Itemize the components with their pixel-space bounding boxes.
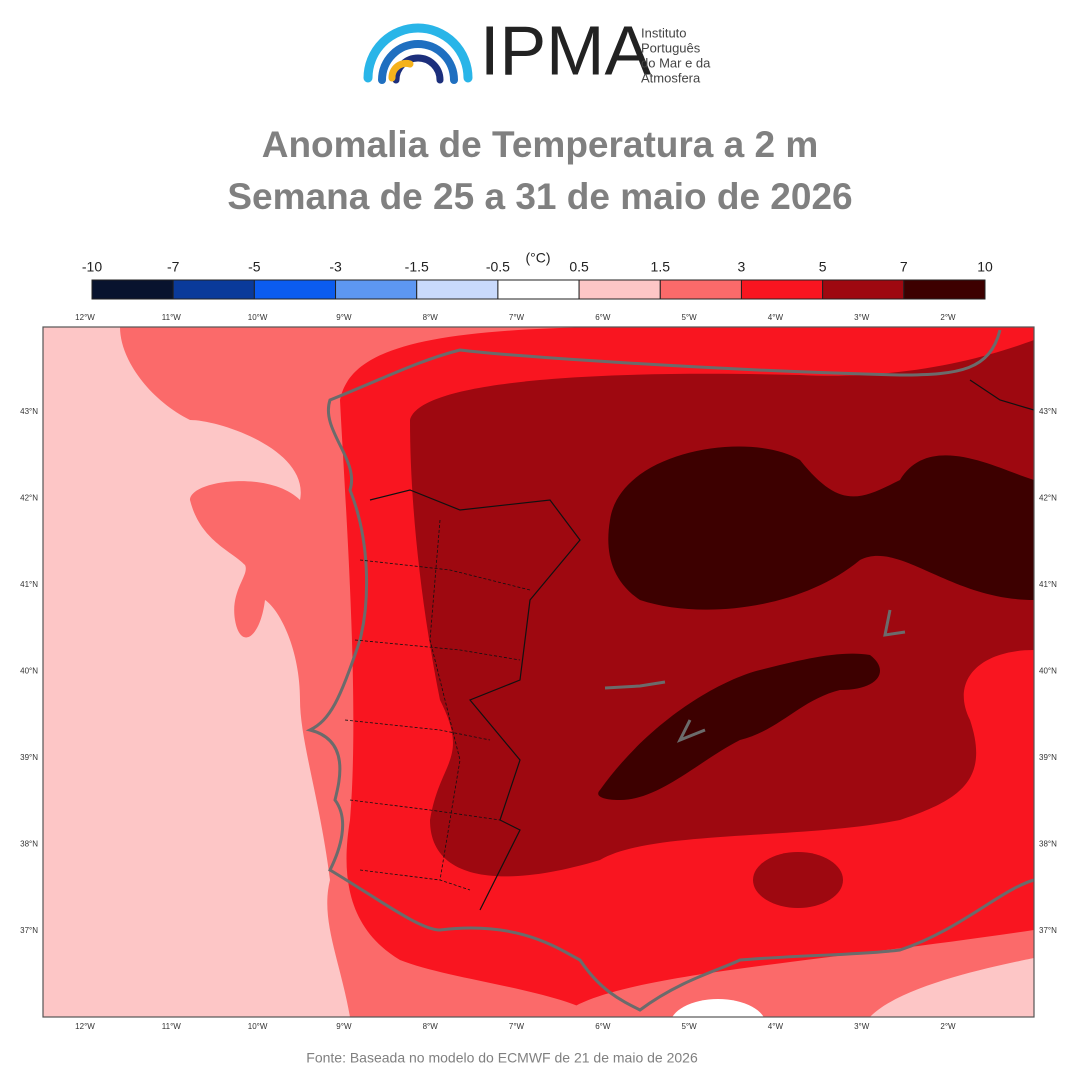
lon-label: 9°W bbox=[336, 313, 352, 322]
colorbar-tick-label: -0.5 bbox=[486, 259, 510, 275]
lat-label: 39°N bbox=[1039, 753, 1057, 762]
logo-subtitle: do Mar e da bbox=[641, 55, 711, 70]
map bbox=[43, 327, 1034, 1017]
colorbar-segment bbox=[172, 279, 255, 300]
lat-label: 42°N bbox=[20, 494, 38, 503]
colorbar-segment bbox=[740, 279, 824, 300]
title-line: Anomalia de Temperatura a 2 m bbox=[262, 124, 819, 165]
colorbar-segment bbox=[659, 279, 742, 300]
lat-label: 38°N bbox=[1039, 840, 1057, 849]
lon-label: 6°W bbox=[595, 313, 611, 322]
colorbar-tick-label: 3 bbox=[738, 259, 746, 275]
logo-subtitle: Atmosfera bbox=[641, 70, 701, 85]
colorbar-tick-label: -3 bbox=[329, 259, 342, 275]
title-line: Semana de 25 a 31 de maio de 2026 bbox=[227, 176, 852, 217]
colorbar-segment bbox=[91, 279, 174, 300]
lat-label: 41°N bbox=[1039, 580, 1057, 589]
colorbar-tick-label: 10 bbox=[977, 259, 993, 275]
colorbar-tick-label: 0.5 bbox=[569, 259, 589, 275]
colorbar-tick-label: 1.5 bbox=[651, 259, 671, 275]
lon-label: 8°W bbox=[423, 313, 439, 322]
logo-name: IPMA bbox=[480, 11, 651, 89]
map-frame bbox=[42, 326, 1035, 1018]
colorbar-tick-label: -1.5 bbox=[405, 259, 429, 275]
colorbar-segment bbox=[903, 279, 986, 300]
lon-label: 3°W bbox=[854, 313, 870, 322]
lat-label: 43°N bbox=[1039, 407, 1057, 416]
colorbar-segment bbox=[335, 279, 418, 300]
lon-label: 5°W bbox=[681, 313, 697, 322]
lon-label: 4°W bbox=[768, 1022, 784, 1031]
lat-label: 37°N bbox=[20, 926, 38, 935]
lon-label: 8°W bbox=[423, 1022, 439, 1031]
lon-label: 10°W bbox=[248, 313, 268, 322]
lat-label: 37°N bbox=[1039, 926, 1057, 935]
lon-label: 6°W bbox=[595, 1022, 611, 1031]
lat-label: 40°N bbox=[1039, 667, 1057, 676]
colorbar-tick-label: -7 bbox=[167, 259, 180, 275]
colorbar-tick-label: -5 bbox=[248, 259, 261, 275]
lon-label: 3°W bbox=[854, 1022, 870, 1031]
lon-label: 11°W bbox=[162, 1022, 182, 1031]
lon-label: 2°W bbox=[940, 313, 956, 322]
colorbar-segment bbox=[253, 279, 337, 300]
lon-label: 5°W bbox=[681, 1022, 697, 1031]
lon-label: 7°W bbox=[509, 313, 525, 322]
logo-mark bbox=[363, 23, 473, 84]
lat-label: 40°N bbox=[20, 667, 38, 676]
lon-label: 11°W bbox=[162, 313, 182, 322]
lon-label: 12°W bbox=[75, 313, 95, 322]
colorbar-tick-label: 7 bbox=[900, 259, 908, 275]
lon-label: 9°W bbox=[336, 1022, 352, 1031]
colorbar-segment bbox=[497, 279, 580, 300]
source-note: Fonte: Baseada no modelo do ECMWF de 21 … bbox=[306, 1050, 698, 1066]
lon-label: 12°W bbox=[75, 1022, 95, 1031]
colorbar-segment bbox=[822, 279, 905, 300]
lat-label: 39°N bbox=[20, 753, 38, 762]
lon-label: 4°W bbox=[768, 313, 784, 322]
colorbar-tick-label: 5 bbox=[819, 259, 827, 275]
colorbar-unit: (°C) bbox=[525, 250, 550, 266]
logo-subtitle: Português bbox=[641, 40, 701, 55]
logo-subtitle: Instituto bbox=[641, 25, 687, 40]
colorbar-segment bbox=[416, 279, 499, 300]
lat-label: 42°N bbox=[1039, 494, 1057, 503]
lat-label: 41°N bbox=[20, 580, 38, 589]
colorbar-segment bbox=[578, 279, 661, 300]
lat-label: 38°N bbox=[20, 840, 38, 849]
colorbar-tick-label: -10 bbox=[82, 259, 102, 275]
lon-label: 10°W bbox=[248, 1022, 268, 1031]
lon-label: 2°W bbox=[940, 1022, 956, 1031]
lon-label: 7°W bbox=[509, 1022, 525, 1031]
lat-label: 43°N bbox=[20, 407, 38, 416]
